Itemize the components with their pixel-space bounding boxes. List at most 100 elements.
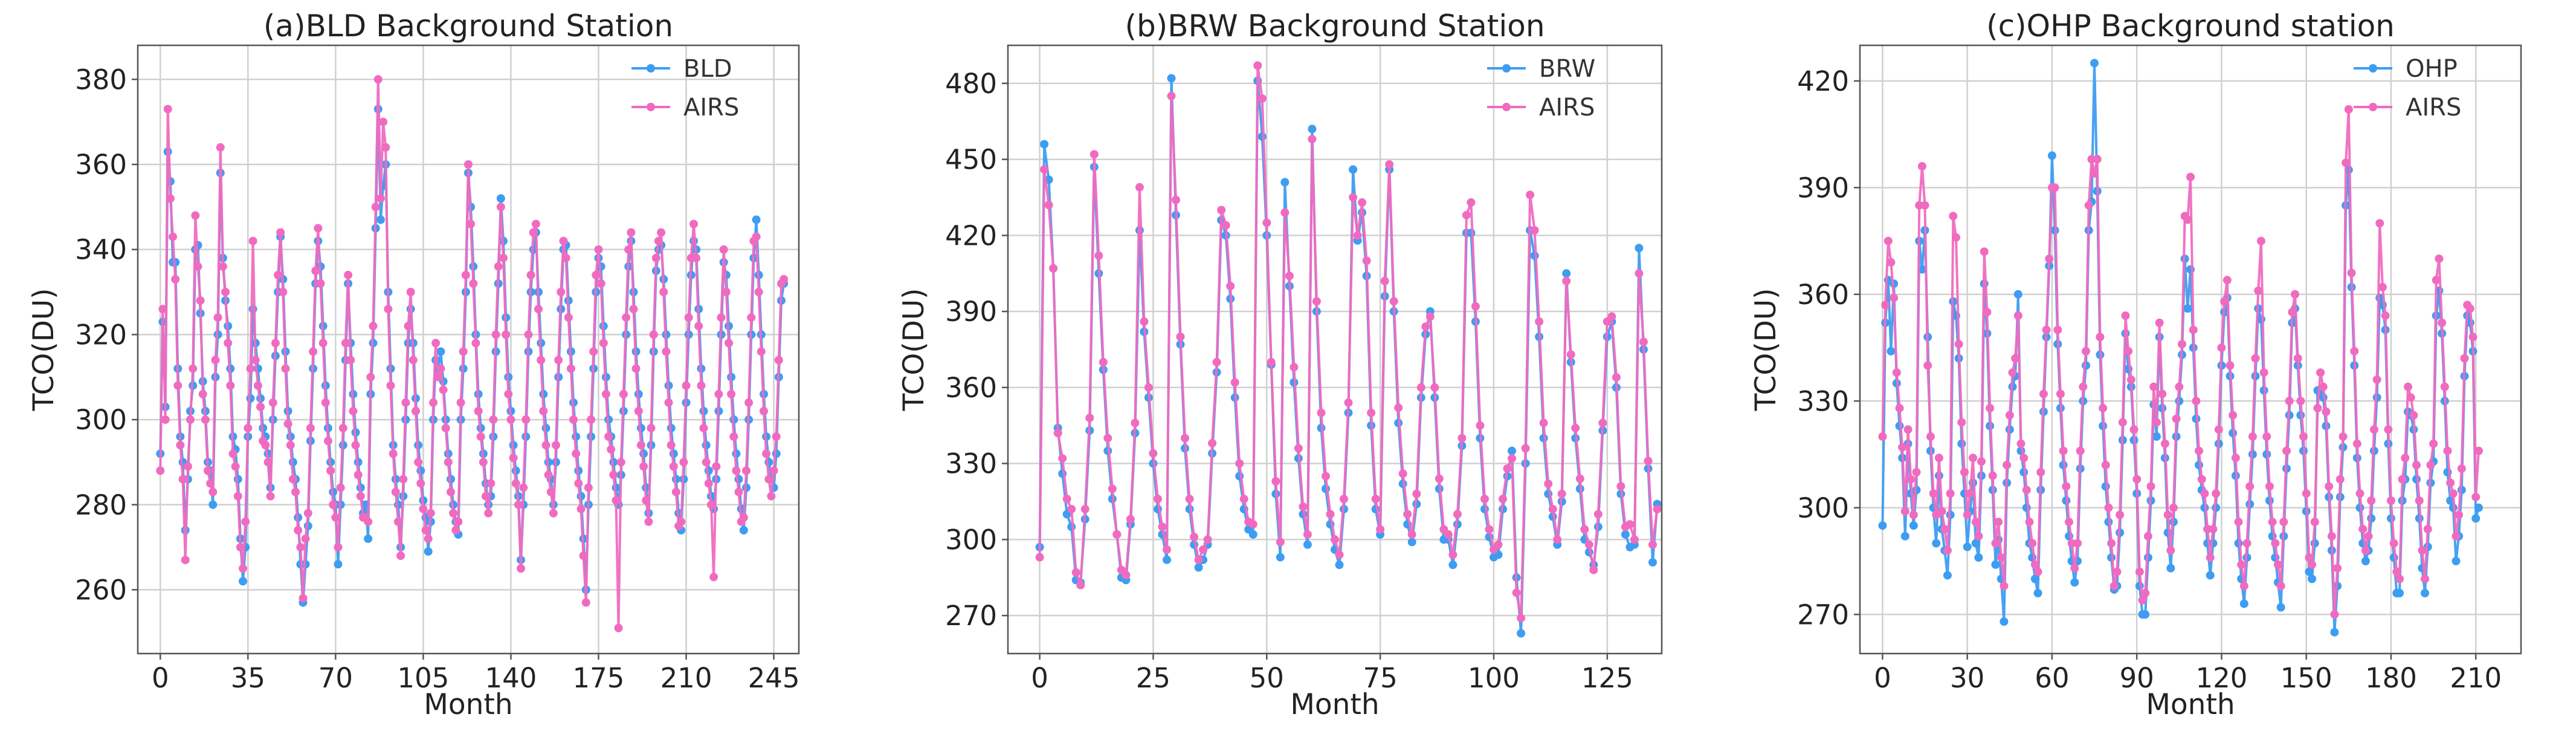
- data-point: [186, 415, 195, 424]
- data-point: [1262, 218, 1271, 227]
- y-tick-label: 330: [945, 448, 997, 480]
- data-point: [263, 458, 273, 467]
- data-point: [1598, 418, 1607, 427]
- y-tick-label: 320: [75, 319, 127, 351]
- data-point: [349, 407, 358, 415]
- data-point: [281, 364, 290, 373]
- data-point: [1358, 198, 1367, 207]
- data-point: [747, 313, 756, 322]
- data-point: [1385, 160, 1394, 169]
- data-point: [1308, 135, 1317, 144]
- data-point: [356, 492, 365, 501]
- data-point: [204, 466, 212, 475]
- data-point: [1181, 433, 1189, 443]
- data-point: [246, 364, 255, 373]
- data-point: [2448, 489, 2458, 498]
- data-point: [436, 347, 445, 356]
- data-point: [566, 364, 575, 373]
- data-point: [346, 356, 355, 365]
- data-point: [1185, 495, 1194, 504]
- data-point: [2440, 382, 2449, 391]
- data-point: [2350, 346, 2359, 356]
- data-point: [1167, 91, 1176, 100]
- data-point: [634, 407, 643, 415]
- data-point: [1371, 495, 1380, 504]
- data-point: [1126, 515, 1135, 524]
- data-point: [461, 270, 470, 279]
- data-point: [1960, 468, 1969, 476]
- data-point: [451, 526, 460, 534]
- data-point: [2457, 464, 2466, 473]
- data-point: [1062, 495, 1071, 504]
- data-point: [2146, 482, 2155, 491]
- data-point: [2065, 518, 2073, 527]
- data-point: [764, 475, 773, 484]
- data-point: [1049, 264, 1058, 273]
- legend: OHP AIRS: [2354, 55, 2461, 122]
- data-point: [1312, 297, 1321, 306]
- data-point: [1648, 540, 1657, 549]
- legend-label: AIRS: [683, 94, 739, 122]
- y-tick-label: 420: [1797, 65, 1849, 97]
- data-point: [371, 203, 380, 212]
- data-point: [2158, 389, 2167, 398]
- data-point: [1453, 510, 1462, 519]
- data-point: [596, 279, 605, 288]
- data-point: [454, 517, 463, 526]
- data-point: [1991, 560, 2000, 569]
- data-point: [2322, 407, 2331, 416]
- data-point: [2305, 553, 2314, 562]
- data-point: [714, 389, 723, 398]
- data-point: [306, 424, 315, 433]
- data-point: [2471, 493, 2481, 502]
- data-point: [338, 424, 347, 433]
- data-point: [612, 496, 621, 505]
- data-point: [1969, 453, 1977, 463]
- y-tick-label: 450: [945, 144, 997, 176]
- x-tick-label: 0: [1031, 662, 1048, 694]
- data-point: [208, 487, 218, 496]
- data-point: [552, 441, 560, 450]
- data-point: [2172, 414, 2181, 423]
- data-point: [1980, 247, 1989, 256]
- data-point: [1239, 495, 1248, 504]
- data-point: [2336, 475, 2345, 484]
- data-point: [2412, 461, 2421, 470]
- data-point: [2279, 518, 2288, 527]
- data-point: [2339, 432, 2348, 441]
- data-point: [1135, 183, 1144, 192]
- data-point: [569, 415, 578, 424]
- data-point: [631, 364, 641, 373]
- data-point: [2273, 560, 2282, 569]
- data-point: [1457, 433, 1467, 443]
- data-point: [2418, 546, 2427, 555]
- chart-panel-ohp: 0 30 60 90 120 150 180 210 270 300 330 360 390 420 (c)…: [1717, 0, 2576, 737]
- data-point: [1940, 525, 1949, 534]
- data-point: [439, 385, 448, 394]
- data-point: [221, 288, 230, 296]
- data-point: [2369, 425, 2378, 434]
- data-point: [1376, 525, 1385, 534]
- data-point: [2364, 531, 2373, 541]
- data-point: [1299, 502, 1308, 511]
- data-point: [479, 458, 488, 467]
- data-point: [1983, 308, 1992, 317]
- y-tick-label: 330: [1797, 385, 1849, 417]
- data-point: [2406, 393, 2415, 402]
- data-point: [211, 356, 220, 365]
- data-point: [2358, 525, 2368, 534]
- data-point: [2169, 503, 2178, 512]
- data-point: [2110, 582, 2119, 591]
- data-point: [266, 492, 275, 501]
- data-point: [499, 253, 508, 262]
- data-point: [248, 305, 257, 314]
- data-point: [2121, 311, 2130, 320]
- data-point: [2135, 567, 2144, 576]
- data-point: [1412, 489, 1421, 498]
- data-point: [496, 203, 505, 212]
- data-point: [2226, 361, 2235, 370]
- data-point: [689, 219, 698, 229]
- data-point: [404, 322, 413, 331]
- data-point: [2310, 518, 2319, 527]
- data-point: [1163, 545, 1171, 554]
